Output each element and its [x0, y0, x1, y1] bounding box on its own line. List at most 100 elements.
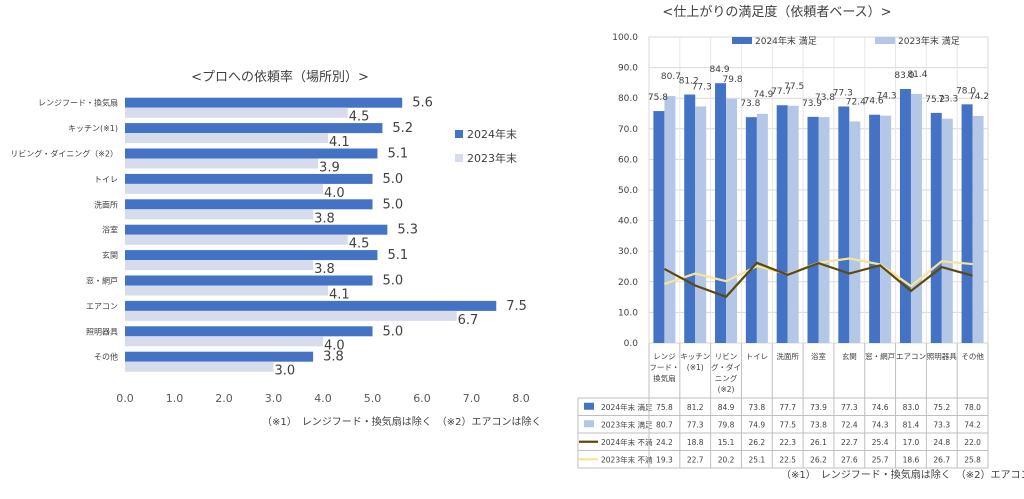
right-bar-2023-satisfied — [910, 93, 922, 343]
right-y-tick-label: 50.0 — [618, 186, 638, 196]
table-cell: 25.7 — [872, 455, 889, 464]
left-bar-2024 — [125, 275, 373, 286]
table-cell: 73.9 — [810, 403, 827, 412]
right-bar-2023-satisfied — [880, 115, 892, 343]
left-bar-2024 — [125, 326, 373, 337]
right-category-label: リビング・ダイニング (※2) — [711, 352, 741, 394]
table-cell: 77.3 — [841, 403, 858, 412]
left-category-label: 洗面所 — [94, 199, 118, 209]
left-x-tick-label: 4.0 — [314, 392, 332, 405]
right-category-label-line: トイレ — [746, 352, 769, 361]
left-value-label-2024: 5.0 — [383, 324, 404, 339]
left-legend-swatch-2023 — [455, 154, 463, 162]
left-value-label-2024: 5.1 — [387, 147, 408, 162]
left-value-label-2023: 3.0 — [275, 364, 296, 379]
table-cell: 17.0 — [903, 438, 920, 447]
right-category-label-line: 玄関 — [842, 351, 857, 361]
right-value-label-2023-satisfied: 80.7 — [661, 72, 681, 82]
right-value-label-2023-satisfied: 74.2 — [969, 92, 989, 102]
right-value-label-2024-satisfied: 78.0 — [956, 86, 976, 96]
right-bar-2024-satisfied — [961, 104, 973, 343]
right-bar-2023-satisfied — [695, 106, 707, 343]
table-cell: 73.8 — [749, 403, 766, 412]
right-category-label-line: 換気扇 — [653, 373, 676, 383]
right-category-label-line: リビン — [715, 352, 738, 361]
right-value-label-2024-satisfied: 83.0 — [894, 71, 914, 81]
right-category-label: トイレ — [746, 352, 769, 361]
right-category-label-line: フード・ — [649, 363, 679, 372]
right-chart: <仕上がりの満足度（依頼者ベース）> 0.0 10.0 20.0 30.0 40.0 50.… — [577, 4, 1024, 481]
left-bar-2023 — [125, 107, 348, 118]
left-value-label-2023: 4.5 — [349, 237, 370, 252]
right-category-label-line: (※2) — [718, 385, 735, 394]
left-value-label-2024: 5.3 — [397, 223, 418, 238]
left-bar-2024 — [125, 173, 373, 184]
table-cell: 77.5 — [779, 420, 796, 429]
left-bar-2024 — [125, 123, 383, 134]
table-cell: 19.3 — [656, 455, 673, 464]
right-bar-2023-satisfied — [787, 105, 799, 343]
right-y-tick-label: 30.0 — [618, 247, 638, 257]
table-cell: 18.8 — [687, 438, 704, 447]
right-value-label-2023-satisfied: 81.4 — [907, 70, 927, 80]
right-value-label-2023-satisfied: 77.3 — [692, 82, 712, 92]
right-bar-2023-satisfied — [849, 121, 861, 344]
left-value-label-2023: 3.8 — [314, 211, 335, 226]
table-cell: 26.1 — [810, 438, 827, 447]
table-cell: 74.9 — [749, 420, 766, 429]
right-legend-label-2023-satisfied: 2023年末 満足 — [898, 35, 960, 47]
table-cell: 77.3 — [687, 420, 704, 429]
right-line-2024-dissatisfied — [663, 261, 973, 299]
table-cell: 80.7 — [656, 420, 673, 429]
left-value-label-2023: 3.8 — [314, 262, 335, 277]
left-bar-2024 — [125, 148, 378, 159]
table-cell: 84.9 — [718, 403, 735, 412]
left-x-tick-label: 5.0 — [364, 392, 382, 405]
left-chart-title: <プロへの依頼率（場所別）> — [191, 69, 369, 85]
right-category-label-line: (※1) — [687, 363, 704, 372]
left-legend-label-2024: 2024年末 — [467, 127, 517, 141]
right-legend-swatch-2024-satisfied — [732, 37, 752, 44]
left-value-label-2023: 3.9 — [319, 161, 340, 176]
table-cell: 73.3 — [933, 420, 950, 429]
right-category-label-line: キッチン — [680, 352, 710, 361]
left-bar-2023 — [125, 260, 314, 271]
right-category-label: レンジフード・換気扇 — [649, 352, 679, 383]
left-value-label-2023: 4.1 — [329, 135, 350, 150]
right-bar-2023-satisfied — [818, 117, 830, 343]
right-category-label-line: 洗面所 — [776, 351, 799, 361]
left-bar-2023 — [125, 310, 457, 321]
table-cell: 25.1 — [749, 455, 766, 464]
table-cell: 26.7 — [933, 455, 950, 464]
table-cell: 24.8 — [933, 438, 950, 447]
left-legend-swatch-2024 — [455, 130, 463, 138]
right-legend-label-2024-satisfied: 2024年末 満足 — [755, 35, 817, 47]
left-x-tick-label: 2.0 — [215, 392, 233, 405]
right-y-tick-label: 100.0 — [612, 33, 638, 43]
table-cell: 22.7 — [841, 438, 858, 447]
right-category-label-line: その他 — [961, 351, 984, 361]
left-x-tick-label: 3.0 — [265, 392, 283, 405]
right-bar-2023-satisfied — [941, 118, 953, 344]
table-cell: 18.6 — [903, 455, 920, 464]
table-cell: 77.7 — [779, 403, 796, 412]
left-bar-2023 — [125, 285, 328, 296]
right-category-label: 浴室 — [811, 351, 826, 361]
left-bar-2023 — [125, 209, 314, 220]
table-cell: 26.2 — [749, 438, 766, 447]
left-category-label: リビング・ダイニング（※2） — [10, 149, 118, 159]
table-cell: 81.4 — [903, 420, 920, 429]
right-value-label-2023-satisfied: 74.3 — [877, 92, 897, 102]
left-value-label-2024: 3.8 — [323, 350, 344, 365]
left-bar-2024 — [125, 199, 373, 210]
left-bar-2023 — [125, 183, 323, 194]
right-bar-2024-satisfied — [930, 112, 942, 343]
table-cell: 25.8 — [964, 455, 981, 464]
right-footnote: （※1） レンジフード・換気扇は除く （※2）エアコンは除く — [781, 468, 1024, 481]
left-value-label-2023: 4.0 — [324, 338, 345, 353]
right-category-label: 照明器具 — [927, 352, 957, 361]
left-value-label-2024: 5.2 — [392, 121, 413, 136]
left-category-label: 照明器具 — [86, 327, 118, 336]
right-bar-2024-satisfied — [776, 105, 788, 343]
